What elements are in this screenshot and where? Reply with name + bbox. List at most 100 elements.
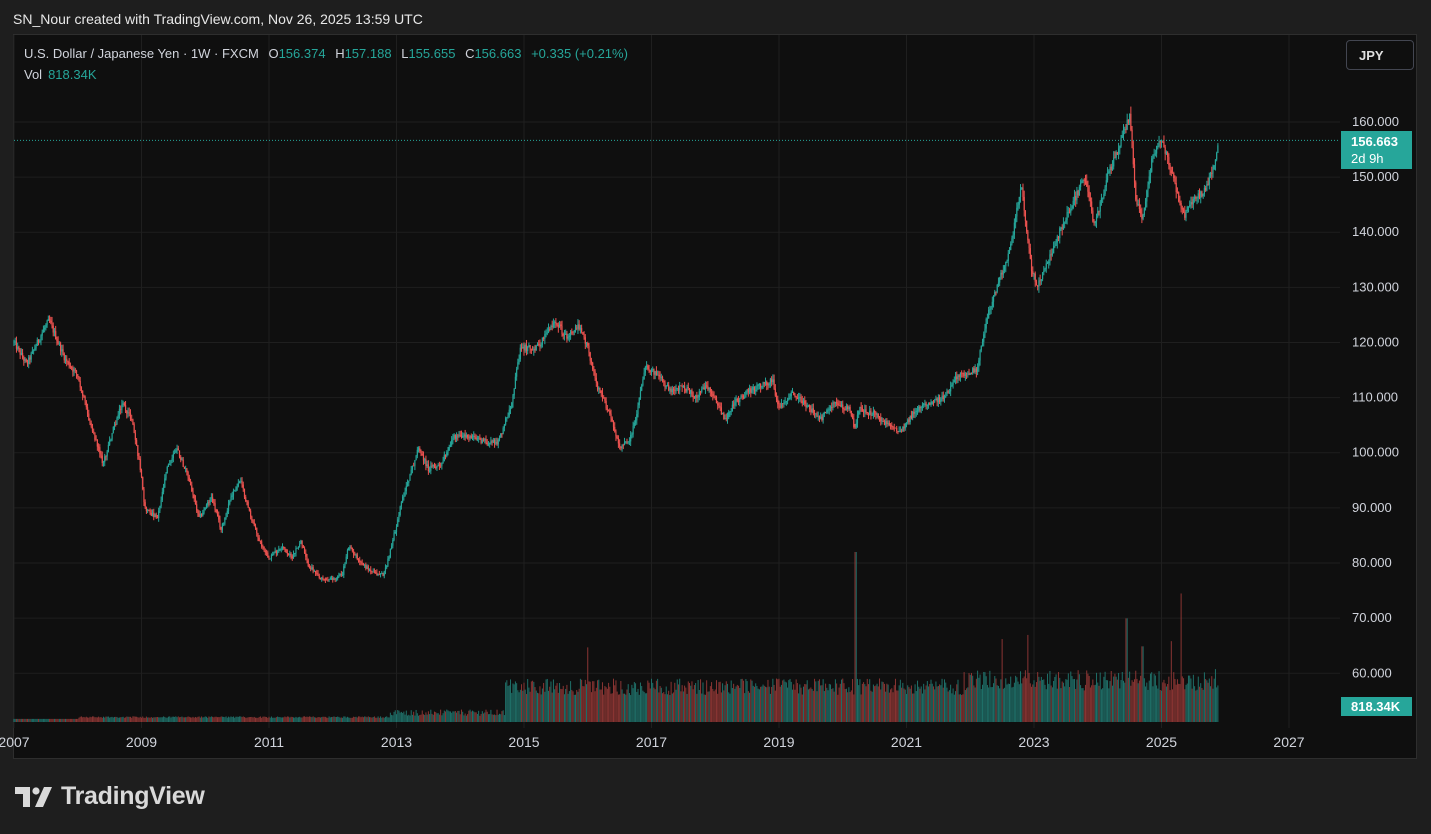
candle-body [1064,222,1066,224]
volume-bar [837,694,839,722]
candle-body [708,387,710,390]
candle-body [888,423,890,426]
candle-body [701,389,703,392]
candle-body [1039,280,1041,282]
candle-body [612,420,615,427]
candle-body [1005,261,1007,267]
volume-bar [187,716,189,722]
volume-bar [714,689,716,722]
volume-bar [946,687,948,722]
volume-bar [340,717,342,722]
last-price-value: 156.663 [1351,134,1398,149]
volume-bar [209,717,211,722]
candle-body [1056,236,1058,243]
volume-bar [865,686,867,722]
volume-bar [751,680,753,722]
volume-bar [896,690,898,722]
candle-body [669,388,671,391]
volume-bar [794,689,796,722]
candle-body [926,405,928,406]
volume-bar [468,710,470,722]
candle-body [1114,157,1116,159]
candle-body [563,334,566,336]
candle-body [919,406,921,409]
volume-bar [621,689,623,722]
volume-bar [232,716,234,722]
candle-body [1119,146,1121,149]
candle-body [280,548,282,550]
volume-bar [687,681,689,722]
candle-body [166,466,168,474]
candle-body [1095,217,1098,222]
volume-bar [1108,688,1110,722]
volume-bar [674,682,676,722]
candle-body [1186,206,1188,211]
volume-bar [93,716,95,722]
volume-bar [842,678,844,722]
volume-bar [348,717,350,722]
candle-body [800,397,802,401]
candle-body [524,345,526,351]
candle-body [791,392,794,394]
candle-body [117,414,119,418]
candle-body [746,389,748,391]
volume-bar [887,684,889,722]
currency-button[interactable]: JPY [1346,40,1414,70]
time-tick-10: 2027 [1273,734,1304,750]
candle-body [273,552,275,555]
candle-body [1091,201,1093,211]
volume-bar [267,717,269,722]
volume-bar [639,682,641,722]
symbol-title[interactable]: U.S. Dollar / Japanese Yen · 1W · FXCM [24,46,259,61]
volume-bar [1206,680,1208,722]
candle-body [517,362,519,370]
candle-body [1021,187,1023,190]
volume-bar [407,715,409,722]
volume-bar [735,686,737,722]
volume-bar [1169,690,1171,722]
volume-bar [1005,678,1007,722]
candle-body [109,439,111,445]
candle-body [257,533,259,538]
volume-bar [160,717,162,722]
volume-bar [953,694,955,722]
candle-body [930,404,932,405]
volume-bar [893,685,895,722]
candle-body [544,334,546,339]
candle-body [1026,220,1028,232]
volume-bar [217,717,219,722]
volume-bar [703,694,705,722]
candle-body [978,360,980,367]
volume-bar [522,690,524,722]
volume-bar [917,680,919,722]
tradingview-logo-icon [15,786,52,807]
volume-bar [882,682,884,722]
volume-bar [219,717,221,722]
volume-bar [354,717,356,722]
volume-bar [1000,679,1002,722]
volume-label[interactable]: Vol [24,67,43,82]
candle-body [93,431,95,433]
volume-bar [538,693,540,722]
candle-body [204,508,206,510]
volume-bar [484,712,486,722]
candle-body [1055,242,1057,246]
volume-bar [297,717,299,722]
volume-bar [1017,681,1019,722]
tradingview-logo[interactable]: TradingView [15,782,205,811]
volume-bar [563,694,565,722]
volume-bar [1083,690,1085,722]
volume-badge: 818.34K [1341,697,1412,716]
candle-body [1053,245,1055,254]
volume-bar [290,716,292,722]
candle-body [1028,240,1030,249]
candle-body [127,412,129,414]
volume-bar [799,684,801,722]
volume-bar [1092,679,1094,722]
volume-bar [143,717,145,722]
volume-bar [365,716,367,722]
volume-bar [111,716,113,722]
candle-body [415,455,417,461]
volume-bar [899,679,901,722]
